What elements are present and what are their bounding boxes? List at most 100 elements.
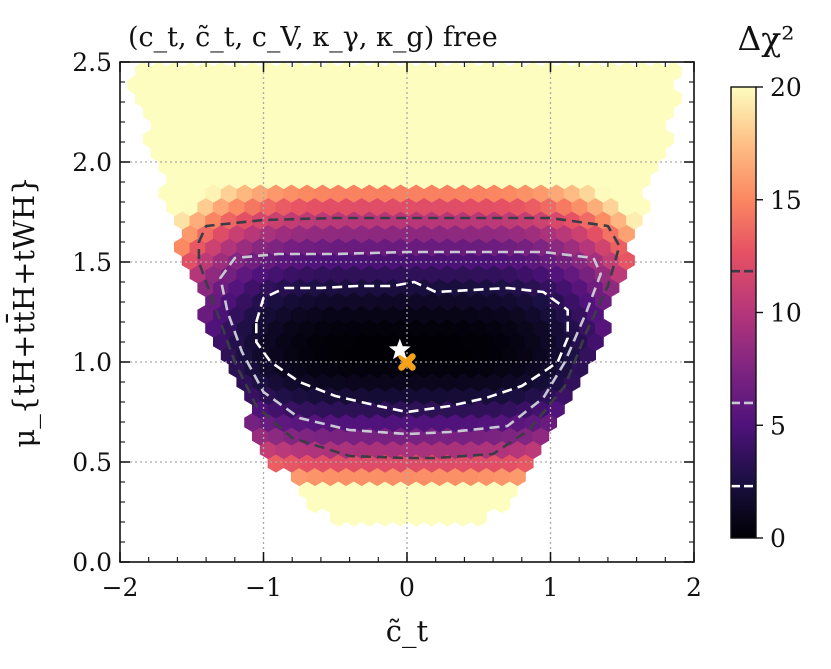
hexbin-cell (220, 183, 238, 203)
hexbin-cell (236, 156, 253, 176)
hexbin-cell (618, 115, 635, 136)
hexbin-cell (423, 372, 441, 392)
hexbin-cell (361, 318, 378, 338)
hexbin-cell (602, 250, 620, 271)
hexbin-cell (407, 399, 425, 419)
hexbin-cell (384, 493, 402, 514)
hexbin-cell (400, 115, 417, 136)
hexbin-cell (314, 291, 331, 311)
hexbin-cell (548, 183, 565, 203)
hexbin-cell (291, 142, 308, 163)
hexbin-cell (345, 75, 363, 95)
hexbin-cell (329, 426, 347, 446)
hexbin-cell (197, 62, 215, 82)
hexbin-cell (306, 88, 324, 109)
hexbin-cell (501, 264, 518, 284)
hexbin-cell (509, 358, 526, 379)
hexbin-cell (220, 264, 238, 284)
hexbin-cell (189, 183, 207, 203)
hexbin-cell (283, 399, 300, 419)
hexbin-cell (392, 318, 409, 338)
hexbin-cell (298, 237, 316, 257)
hexbin-cell (470, 75, 487, 95)
hexbin-cell (368, 439, 386, 460)
hexbin-cell (431, 331, 448, 352)
hexbin-cell (423, 75, 441, 95)
hexbin-cell (501, 210, 518, 230)
hexbin-cell (446, 115, 464, 136)
hexbin-cell (314, 102, 331, 122)
hexbin-cell (563, 156, 581, 176)
hexbin-cell (524, 385, 542, 406)
hexbin-cell (376, 183, 394, 203)
hexbin-cell (587, 223, 604, 244)
hexbin-cell (322, 142, 339, 163)
hexbin-cell (267, 291, 285, 311)
hexbin-cell (392, 210, 409, 230)
hexbin-cell (298, 264, 316, 284)
hexbin-cell (485, 372, 503, 392)
hexbin-cell (665, 88, 682, 109)
hexbin-cell (353, 331, 370, 352)
hexbin-cell (470, 345, 487, 365)
colorbar-gradient (731, 87, 756, 538)
hexbin-cell (587, 277, 604, 298)
hexbin-cell (127, 75, 144, 95)
hexbin-cell (306, 115, 324, 136)
hexbin-cell (431, 304, 448, 325)
hexbin-cell (306, 169, 324, 190)
hexbin-cell (462, 62, 480, 82)
hexbin-cell (602, 62, 620, 82)
hexbin-cell (579, 156, 596, 176)
hexbin-cell (470, 291, 487, 311)
hexbin-cell (524, 412, 542, 433)
hexbin-cell (368, 115, 386, 136)
hexbin-cell (283, 129, 300, 149)
hexbin-cell (501, 183, 518, 203)
hexbin-cell (174, 75, 191, 95)
hexbin-cell (509, 169, 526, 190)
hexbin-cell (267, 102, 285, 122)
hexbin-cell (298, 345, 316, 365)
hexbin-cell (610, 210, 628, 230)
hexbin-cell (298, 372, 316, 392)
contour-line (219, 250, 602, 436)
hexbin-cell (493, 358, 511, 379)
hexbin-cell (415, 142, 433, 163)
hexbin-cell (283, 453, 300, 473)
hexbin-cell (415, 115, 433, 136)
hexbin-cell (400, 250, 417, 271)
hexbin-cell (236, 291, 253, 311)
hexbin-cell (252, 237, 269, 257)
hexbin-cell (368, 331, 386, 352)
hexbin-cell (361, 183, 378, 203)
hexbin-cell (252, 75, 269, 95)
best-fit-star-marker (388, 338, 411, 360)
hexbin-cell (485, 156, 503, 176)
hexbin-cell (291, 115, 308, 136)
hexbin-cell (181, 169, 199, 190)
hexbin-cell (548, 318, 565, 338)
hexbin-cell (501, 129, 518, 149)
hexbin-cell (415, 223, 433, 244)
hexbin-cell (493, 466, 511, 487)
hexbin-cell (291, 304, 308, 325)
hexbin-cell (532, 210, 550, 230)
hexbin-cell (509, 331, 526, 352)
hexbin-cell (376, 345, 394, 365)
hexbin-cell (579, 75, 596, 95)
hexbin-cell (189, 102, 207, 122)
hexbin-cell (376, 318, 394, 338)
hexbin-cell (571, 88, 589, 109)
hexbin-cell (439, 129, 456, 149)
hexbin-cell (501, 372, 518, 392)
hexbin-cell (540, 62, 557, 82)
hexbin-cell (329, 453, 347, 473)
hexbin-cell (594, 129, 612, 149)
hexbin-cell (314, 345, 331, 365)
hexbin-cell (306, 331, 324, 352)
hexbin-cell (618, 196, 635, 217)
hexbin-cell (267, 318, 285, 338)
hexbin-cell (244, 115, 261, 136)
hexbin-cell (368, 196, 386, 217)
